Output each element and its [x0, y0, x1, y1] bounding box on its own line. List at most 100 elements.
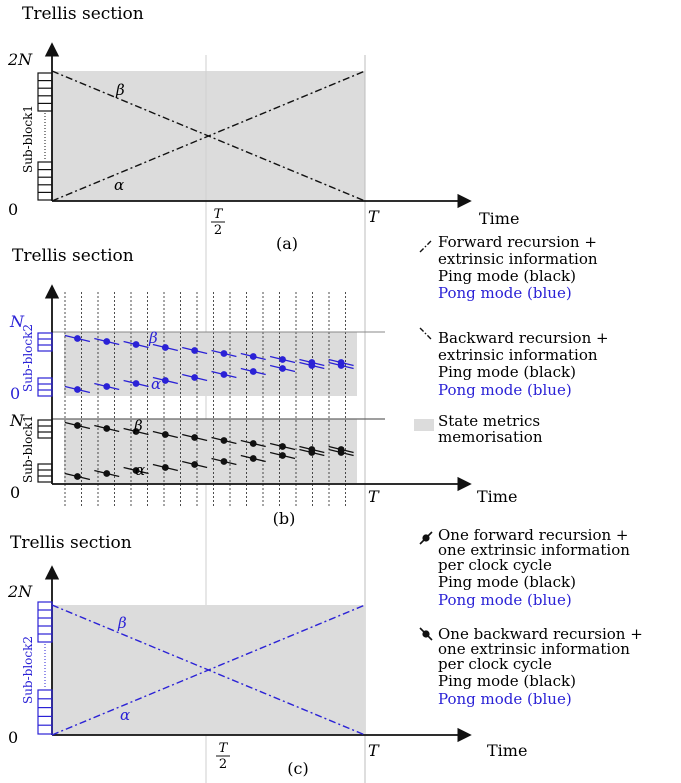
backward-step-dot: [161, 431, 169, 438]
legend-memo-line1: State metrics: [438, 412, 540, 430]
legend-forward-pong: Pong mode (blue): [438, 284, 572, 302]
legend-backward-line1: Backward recursion +: [438, 329, 609, 347]
panel-c-2n-label: 2N: [7, 582, 33, 601]
forward-step-dot: [74, 473, 81, 480]
panel-b-n-label: N: [9, 312, 25, 331]
legend-one-forward-ping: Ping mode (black): [438, 573, 576, 591]
legend-one-forward-pong: Pong mode (blue): [438, 591, 572, 609]
panel-c-half-t-num: T: [219, 741, 229, 756]
panel-b-time-label: Time: [477, 487, 517, 506]
forward-step-dot: [279, 452, 286, 459]
panel-c: Trellis section Sub-block2 2N 0 β α T 2 …: [7, 533, 527, 778]
legend-one-forward-line1: One forward recursion +: [438, 526, 628, 544]
panel-c-time-label: Time: [487, 741, 527, 760]
panel-c-heading: Trellis section: [10, 533, 132, 553]
backward-step-dot: [74, 422, 81, 429]
panel-a-t-label: T: [368, 207, 380, 226]
panel-a-half-t-num: T: [214, 207, 224, 222]
panel-a-2n-label: 2N: [7, 50, 33, 69]
panel-a-half-t-den: 2: [214, 223, 222, 238]
backward-recursion-symbol: [419, 327, 433, 341]
panel-a-caption: (a): [276, 234, 298, 253]
panel-c-alpha-line: [51, 604, 366, 736]
panel-a-heading: Trellis section: [22, 4, 144, 24]
forward-step-dot: [161, 377, 169, 384]
legend-backward-pong: Pong mode (blue): [438, 381, 572, 399]
legend-forward-line2: extrinsic information: [438, 250, 598, 268]
backward-step-dot: [103, 425, 111, 432]
panel-c-caption: (c): [287, 759, 308, 778]
forward-step-dot: [191, 461, 199, 468]
panel-b-alpha-label: α: [151, 375, 161, 393]
one-backward-symbol: [419, 627, 433, 641]
panel-b-t-label: T: [368, 487, 380, 506]
panel-a-subblock-upper: [37, 72, 53, 112]
forward-step-dot: [191, 374, 199, 381]
panel-a-alpha-label: α: [114, 176, 124, 194]
panel-b-subblock2-upper: [37, 332, 53, 352]
forward-step-dot: [249, 368, 257, 375]
backward-step-dot: [249, 353, 257, 360]
legend-forward-ping: Ping mode (black): [438, 267, 576, 285]
legend-memo-line2: memorisation: [438, 428, 543, 446]
forward-step-dot: [220, 458, 228, 465]
forward-step-dot: [249, 455, 257, 462]
backward-step-dot: [161, 344, 169, 351]
legend-one-forward-line2: one extrinsic information: [438, 541, 630, 559]
forward-step-dot: [308, 449, 316, 456]
panel-a-subblock-lower: [37, 161, 53, 201]
forward-step-dot: [74, 386, 81, 393]
legend-one-backward-line3: per clock cycle: [438, 655, 552, 673]
panel-b-black-steps: [64, 421, 354, 481]
backward-step-dot: [279, 356, 286, 363]
backward-step-dot: [249, 440, 257, 447]
backward-step-dot: [132, 341, 140, 348]
backward-step-dot: [220, 350, 228, 357]
panel-a-axis-label: Sub-block1: [21, 105, 35, 173]
forward-step-dot: [308, 362, 316, 369]
panel-c-t-label: T: [368, 741, 380, 760]
backward-step-dot: [220, 437, 228, 444]
legend-forward-line1: Forward recursion +: [438, 233, 597, 251]
panel-b: Trellis section Sub-block2 Sub-block1 N …: [9, 246, 517, 528]
panel-a-time-label: Time: [479, 209, 519, 228]
panel-b-axis-label-lower: Sub-block1: [21, 415, 35, 483]
backward-step-dot: [103, 338, 111, 345]
backward-step-dot: [74, 335, 81, 342]
backward-step-dot: [191, 347, 199, 354]
legend: Forward recursion + extrinsic informatio…: [414, 233, 643, 708]
legend-one-backward-line2: one extrinsic information: [438, 640, 630, 658]
panel-c-beta-label: β: [117, 614, 127, 632]
panel-b-blue-steps: [64, 334, 354, 394]
forward-step-dot: [337, 359, 345, 366]
legend-one-backward-pong: Pong mode (blue): [438, 690, 572, 708]
panel-a-beta-label: β: [115, 81, 125, 99]
panel-c-zero-label: 0: [8, 728, 18, 747]
legend-one-backward-ping: Ping mode (black): [438, 672, 576, 690]
backward-step-dot: [191, 434, 199, 441]
panel-b-zero-mid-label: 0: [10, 384, 20, 403]
legend-backward-ping: Ping mode (black): [438, 363, 576, 381]
forward-step-dot: [279, 365, 286, 372]
legend-backward-line2: extrinsic information: [438, 346, 598, 364]
panel-c-axis-label: Sub-block2: [21, 636, 35, 704]
forward-step-dot: [132, 467, 140, 474]
panel-b-subblock1-lower: [37, 463, 53, 483]
forward-recursion-symbol: [419, 239, 433, 253]
panel-a-zero-label: 0: [8, 200, 18, 219]
forward-step-dot: [337, 446, 345, 453]
forward-step-dot: [103, 470, 111, 477]
panel-a-alpha-line: [51, 70, 366, 202]
panel-b-alpha-label-lower: α: [135, 461, 145, 479]
one-forward-symbol: [419, 531, 433, 545]
forward-step-dot: [161, 464, 169, 471]
legend-one-backward-line1: One backward recursion +: [438, 625, 643, 643]
panel-b-clock-lines: [64, 292, 346, 508]
backward-step-dot: [132, 428, 140, 435]
panel-c-half-t-den: 2: [219, 757, 227, 772]
panel-b-beta-label-lower: β: [133, 417, 143, 435]
panel-b-heading: Trellis section: [12, 246, 134, 266]
forward-step-dot: [132, 380, 140, 387]
memorisation-swatch: [414, 419, 434, 431]
